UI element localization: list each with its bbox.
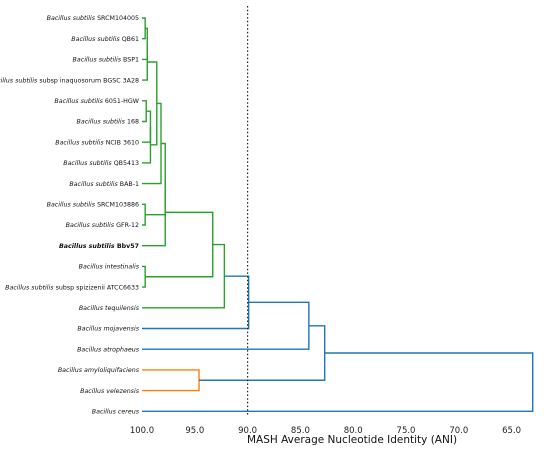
leaf-species: Bacillus intestinalis (79, 263, 140, 271)
leaf-label: Bacillus subtilis SRCM103886 (47, 201, 139, 209)
leaf-strain: GFR-12 (114, 222, 139, 229)
leaf-strain: BSP1 (121, 57, 139, 64)
leaf-species: Bacillus subtilis (73, 56, 122, 64)
leaf-label: Bacillus subtilis subsp inaquosorum BGSC… (0, 76, 139, 84)
x-tick-label: 100.0 (130, 426, 154, 436)
leaf-strain: 6051-HGW (103, 98, 140, 105)
dendrogram-branch-17 (142, 369, 200, 392)
leaf-species: Bacillus atrophaeus (77, 345, 140, 353)
dendrogram-branch-6 (142, 126, 152, 164)
leaf-strain: SRCM104005 (95, 15, 139, 22)
leaf-strain: BAB-1 (118, 181, 139, 188)
leaf-strain: Bbv57 (115, 243, 139, 250)
leaf-species: Bacillus subtilis (63, 159, 112, 167)
leaf-species: Bacillus mojavensis (77, 326, 139, 333)
dendrogram-branch-19 (142, 352, 534, 412)
leaf-label: Bacillus subtilis BSP1 (73, 56, 139, 64)
leaf-species: Bacillus amyloliquifaciens (58, 367, 140, 374)
leaf-label: Bacillus subtilis NCIB 3610 (55, 138, 139, 146)
leaf-label: Bacillus subtilis QB5413 (63, 159, 139, 167)
dendrogram-branch-7 (147, 61, 158, 146)
leaf-species: Bacillus cereus (92, 409, 140, 416)
leaf-species: Bacillus subtilis (47, 201, 96, 209)
dendrogram-branch-4 (142, 100, 147, 123)
leaf-label: Bacillus subtilis 6051-HGW (54, 97, 139, 105)
leaf-label: Bacillus subtilis QB61 (71, 35, 139, 43)
leaf-species: Bacillus subtilis (5, 283, 54, 291)
dendrogram-branch-10 (145, 142, 166, 216)
x-axis-ticks: 100.0 95.0 90.0 85.0 80.0 75.0 70.0 65.0 (130, 426, 521, 436)
dendrogram-branch-9 (142, 203, 146, 226)
leaf-species: Bacillus subtilis (59, 242, 115, 250)
leaf-label: Bacillus subtilis subsp spizizenii ATCC6… (5, 283, 139, 291)
dendrogram-branch-16 (142, 301, 310, 350)
x-tick-label: 70.0 (449, 426, 468, 436)
dendrogram-branches (142, 17, 534, 412)
leaf-species: Bacillus subtilis (54, 97, 103, 105)
dendrogram-branch-13 (145, 211, 214, 278)
leaf-strain: QB5413 (112, 160, 139, 167)
x-axis-label: MASH Average Nucleotide Identity (ANI) (247, 434, 457, 446)
leaf-strain: NCIB 3610 (104, 139, 139, 146)
leaf-label: Bacillus mojavensis (77, 326, 139, 333)
leaf-label: Bacillus subtilis 168 (77, 118, 139, 126)
leaf-label: Bacillus subtilis Bbv57 (59, 242, 139, 250)
leaf-label: Bacillus cereus (92, 409, 140, 416)
leaf-species: Bacillus subtilis (0, 76, 38, 84)
dendrogram-branch-11 (142, 179, 166, 247)
leaf-label: Bacillus tequilensis (79, 304, 140, 312)
x-tick-label: 90.0 (238, 426, 257, 436)
x-tick-label: 80.0 (344, 426, 363, 436)
leaf-label: Bacillus subtilis BAB-1 (69, 180, 139, 188)
leaf-species: Bacillus tequilensis (79, 304, 140, 312)
leaf-strain: SRCM103886 (95, 202, 139, 209)
leaf-species: Bacillus subtilis (77, 118, 126, 126)
leaf-species: Bacillus subtilis (55, 138, 104, 146)
dendrogram-branch-3 (142, 43, 148, 81)
leaf-label: Bacillus velezensis (80, 388, 140, 395)
dendrogram-branch-15 (142, 275, 250, 330)
leaf-label: Bacillus subtilis GFR-12 (66, 221, 139, 229)
leaf-strain: QB61 (120, 36, 139, 43)
leaf-species: Bacillus subtilis (71, 35, 120, 43)
leaf-species: Bacillus subtilis (66, 221, 115, 229)
leaf-label: Bacillus subtilis SRCM104005 (47, 14, 139, 22)
dendrogram-branch-18 (199, 325, 326, 381)
leaf-strain: subsp inaquosorum BGSC 3A28 (37, 77, 139, 84)
dendrogram-branch-12 (142, 265, 146, 288)
dendrogram-branch-8 (142, 102, 162, 185)
leaf-label: Bacillus amyloliquifaciens (58, 367, 140, 374)
leaf-species: Bacillus velezensis (80, 388, 140, 395)
x-tick-label: 65.0 (502, 426, 521, 436)
leaf-strain: subsp spizizenii ATCC6633 (54, 284, 139, 291)
leaf-species: Bacillus subtilis (69, 180, 118, 188)
leaf-label: Bacillus intestinalis (79, 263, 140, 271)
leaf-label: Bacillus atrophaeus (77, 345, 140, 353)
dendrogram-branch-1 (142, 17, 146, 40)
x-tick-label: 75.0 (397, 426, 416, 436)
x-tick-label: 85.0 (291, 426, 310, 436)
x-tick-label: 95.0 (185, 426, 204, 436)
leaf-species: Bacillus subtilis (47, 14, 96, 22)
leaf-strain: 168 (125, 119, 139, 126)
